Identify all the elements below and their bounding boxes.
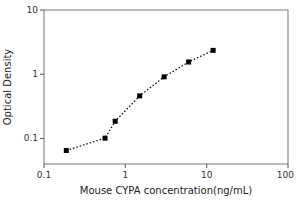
data-point <box>162 74 167 79</box>
data-point <box>113 119 118 124</box>
data-point <box>186 59 191 64</box>
data-line <box>66 50 213 150</box>
plot-area <box>64 48 216 153</box>
y-tick <box>40 10 44 11</box>
data-point <box>137 93 142 98</box>
data-point <box>211 48 216 53</box>
y-tick-label: 10 <box>27 5 39 15</box>
x-tick-label: 0.1 <box>37 170 51 180</box>
x-tick <box>288 164 289 168</box>
data-point <box>103 136 108 141</box>
x-axis-label: Mouse CYPA concentration(ng/mL) <box>80 185 252 196</box>
y-tick <box>40 74 44 75</box>
x-tick <box>125 164 126 168</box>
x-tick-label: 1 <box>122 170 128 180</box>
plot-frame <box>44 10 288 164</box>
y-tick-label: 1 <box>32 69 38 79</box>
x-tick <box>44 164 45 168</box>
data-point <box>64 148 69 153</box>
x-tick-label: 100 <box>277 170 294 180</box>
chart: 0.1 1 10 100 0.1 1 10 Mouse CYPA concentration(… <box>0 0 300 200</box>
x-tick-label: 10 <box>201 170 213 180</box>
y-tick <box>40 138 44 139</box>
chart-container: 0.1 1 10 100 0.1 1 10 Mouse CYPA concentration(… <box>0 0 300 200</box>
y-axis-label: Optical Density <box>2 49 13 126</box>
x-tick <box>206 164 207 168</box>
y-tick-label: 0.1 <box>24 133 38 143</box>
